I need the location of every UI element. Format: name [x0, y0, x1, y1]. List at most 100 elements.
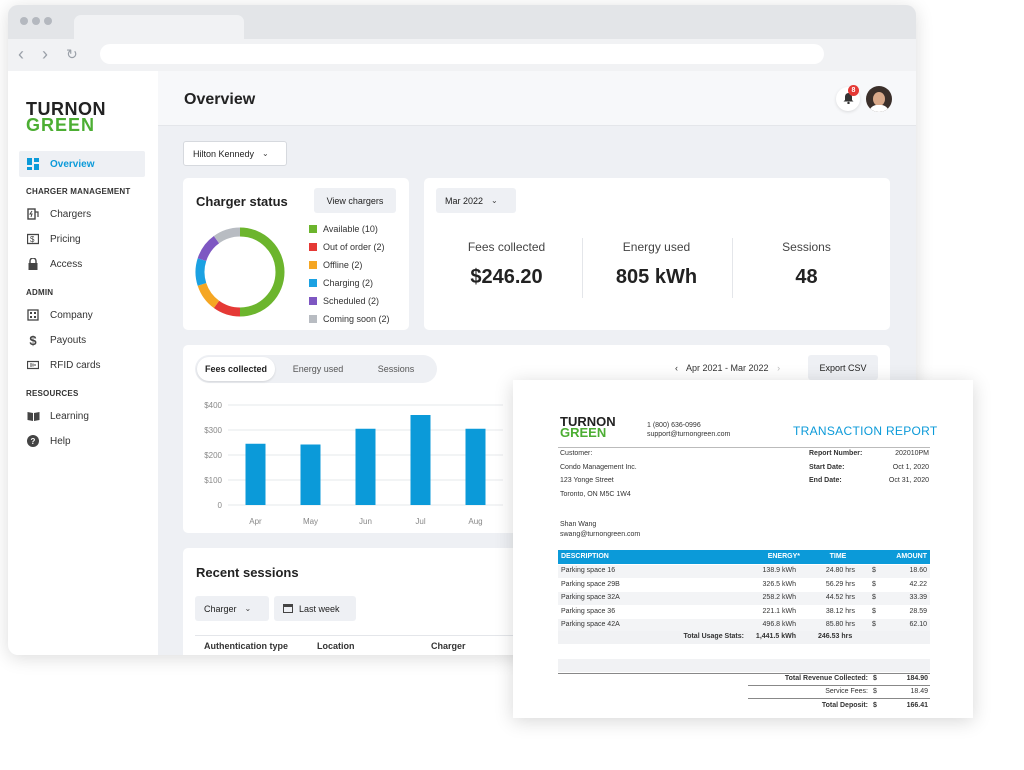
y-tick-label: $100 — [204, 476, 222, 485]
energy-value: 805 kWh — [615, 266, 698, 288]
month-dropdown[interactable]: Mar 2022 ⌄ — [436, 188, 516, 213]
stat-divider — [732, 238, 733, 298]
row-time: 24.80 hrs — [825, 567, 855, 574]
row-energy: 258.2 kWh — [762, 594, 796, 601]
bar[interactable] — [355, 428, 376, 505]
row-energy: 326.5 kWh — [762, 580, 796, 588]
browser-tab[interactable] — [74, 15, 244, 41]
row-description: Parking space 32A — [561, 594, 620, 601]
summary-line — [748, 698, 930, 699]
sidebar-item-payouts[interactable]: $ Payouts — [19, 327, 145, 353]
summary-line — [748, 685, 930, 686]
row-amount: 18.60 — [909, 567, 927, 574]
sidebar-item-overview[interactable]: Overview — [19, 151, 145, 177]
sidebar-item-learning[interactable]: Learning — [19, 403, 145, 429]
legend-label: Charging (2) — [323, 278, 374, 288]
charger-status-card: Charger status View chargers Available (… — [183, 178, 409, 330]
chart-metric-toggle: Fees collected Energy used Sessions — [195, 355, 437, 383]
row-amount: 28.59 — [909, 607, 927, 615]
report-row: Parking space 16 138.9 kWh 24.80 hrs $18.60 — [558, 565, 930, 578]
row-currency: $ — [872, 621, 876, 628]
sidebar-item-label: Pricing — [50, 233, 81, 245]
report-table-header: DESCRIPTION ENERGY* TIME AMOUNT — [558, 550, 930, 564]
url-bar[interactable] — [100, 44, 824, 64]
x-tick-label: May — [303, 517, 318, 526]
sidebar-item-label: Payouts — [50, 334, 87, 346]
column-authentication-type[interactable]: Authentication type — [204, 641, 289, 651]
browser-tab-bar — [8, 5, 916, 41]
sidebar-item-chargers[interactable]: Chargers — [19, 201, 145, 227]
charger-filter-dropdown[interactable]: Charger ⌄ — [195, 596, 269, 621]
customer-name: Condo Management Inc. — [560, 464, 637, 471]
customer-address1: 123 Yonge Street — [560, 477, 614, 484]
section-admin: ADMIN — [26, 288, 54, 297]
legend-swatch — [309, 279, 317, 287]
total-usage-label: Total Usage Stats: — [683, 633, 744, 640]
total-time: 246.53 hrs — [818, 633, 853, 640]
sidebar-item-pricing[interactable]: $ Pricing — [19, 226, 145, 252]
window-close-dot[interactable] — [20, 17, 28, 25]
section-charger-management: CHARGER MANAGEMENT — [26, 187, 131, 196]
row-energy: 221.1 kWh — [762, 607, 796, 615]
report-divider — [558, 447, 930, 448]
deposit-value: 166.41 — [906, 702, 928, 709]
sidebar-item-label: RFID cards — [50, 359, 101, 371]
chevron-down-icon: ⌄ — [262, 149, 269, 158]
service-fees-label: Service Fees: — [825, 688, 868, 695]
sidebar-item-company[interactable]: Company — [19, 302, 145, 328]
row-energy: 138.9 kWh — [762, 567, 796, 574]
rfid-card-icon — [26, 358, 40, 372]
sidebar-item-help[interactable]: ? Help — [19, 428, 145, 454]
sidebar-item-rfid[interactable]: RFID cards — [19, 352, 145, 378]
sidebar-item-access[interactable]: Access — [19, 251, 145, 277]
tab-energy-used[interactable]: Energy used — [292, 364, 344, 374]
col-description: DESCRIPTION — [561, 553, 609, 560]
chevron-left-icon[interactable]: ‹ — [675, 363, 678, 373]
fees-stat: Fees collected $246.20 — [444, 240, 569, 289]
chevron-right-icon[interactable]: › — [777, 363, 781, 373]
x-tick-label: Jun — [359, 517, 372, 526]
column-charger[interactable]: Charger — [431, 641, 466, 651]
view-chargers-button[interactable]: View chargers — [314, 188, 396, 213]
revenue-currency: $ — [873, 675, 877, 682]
legend-swatch — [309, 261, 317, 269]
legend-label: Available (10) — [323, 224, 378, 234]
donut-slice — [213, 300, 241, 317]
donut-slice — [197, 282, 220, 309]
reload-icon[interactable]: ↻ — [66, 46, 78, 62]
user-avatar[interactable] — [866, 86, 892, 112]
bar[interactable] — [410, 415, 431, 505]
row-description: Parking space 36 — [561, 607, 616, 615]
date-range-selector: ‹ Apr 2021 - Mar 2022 › — [675, 363, 780, 373]
x-tick-label: Jul — [415, 517, 425, 526]
window-maximize-dot[interactable] — [44, 17, 52, 25]
report-row: Parking space 29B 326.5 kWh 56.29 hrs $42.2… — [558, 579, 930, 592]
sidebar: TURNON GREEN Overview CHARGER MANAGEMENT… — [8, 71, 158, 655]
sessions-value: 48 — [795, 266, 818, 288]
fees-label: Fees collected — [467, 240, 546, 254]
export-csv-button[interactable]: Export CSV — [808, 355, 878, 380]
bar[interactable] — [300, 444, 321, 506]
report-summary-divider — [558, 673, 930, 674]
chevron-down-icon: ⌄ — [491, 196, 498, 205]
svg-text:$: $ — [30, 235, 35, 244]
bar[interactable] — [465, 428, 486, 505]
sidebar-item-label: Overview — [50, 158, 95, 170]
report-title: TRANSACTION REPORT — [793, 424, 938, 438]
tab-fees-collected[interactable]: Fees collected — [197, 357, 275, 381]
window-minimize-dot[interactable] — [32, 17, 40, 25]
report-totals-row: Total Usage Stats: 1,441.5 kWh 246.53 hr… — [558, 631, 930, 644]
tab-sessions[interactable]: Sessions — [377, 364, 415, 374]
report-row: Parking space 32A 258.2 kWh 44.52 hrs $33.3… — [558, 592, 930, 605]
period-filter-dropdown[interactable]: Last week — [274, 596, 356, 621]
dollar-icon: $ — [29, 332, 37, 348]
location-dropdown[interactable]: Hilton Kennedy ⌄ — [183, 141, 287, 166]
report-logo: TURNON GREEN — [560, 414, 616, 440]
stats-card: Mar 2022 ⌄ Fees collected $246.20 Energy… — [424, 178, 890, 330]
column-location[interactable]: Location — [317, 641, 355, 651]
forward-icon[interactable]: › — [42, 44, 48, 64]
back-icon[interactable]: ‹ — [18, 44, 24, 64]
sidebar-item-label: Chargers — [50, 208, 92, 220]
donut-slice — [213, 227, 241, 244]
bar[interactable] — [245, 443, 266, 505]
